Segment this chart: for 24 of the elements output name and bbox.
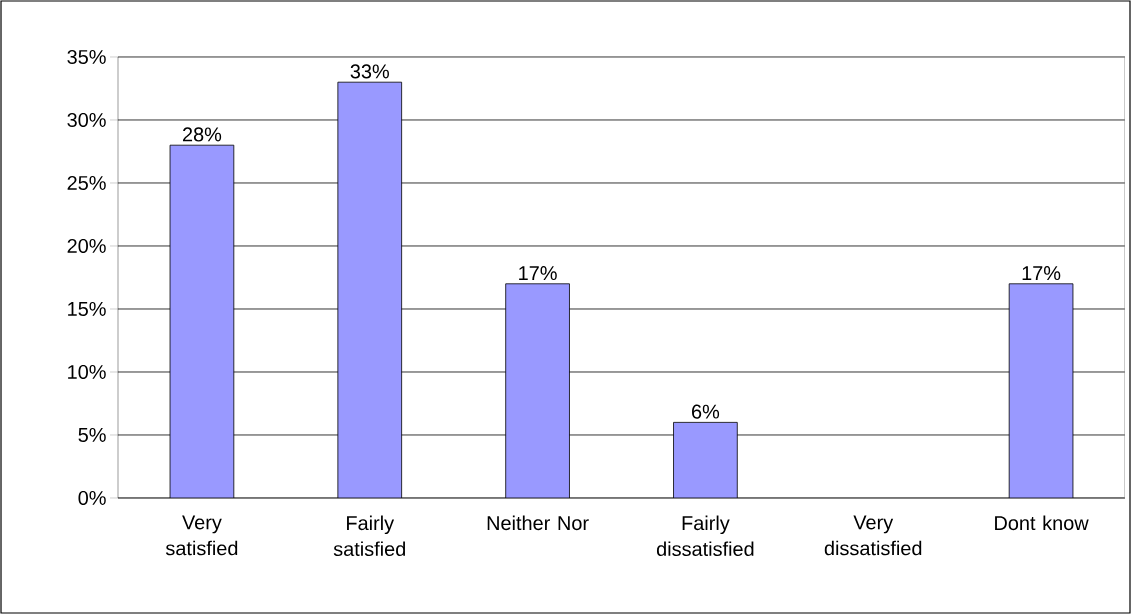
y-tick-label: 5% [78,427,106,442]
bar [673,421,738,498]
y-tick-label: 15% [68,301,106,316]
x-tick-label: Dont know [995,515,1089,531]
y-tick-label: 0% [78,490,106,506]
y-tick-label: 25% [67,175,106,191]
y-tick-label: 10% [68,364,106,380]
bar [169,144,235,498]
data-label: 17% [519,266,557,281]
x-tick-label: Fairly dissatisfied [656,515,754,557]
x-tick-label: Fairly satisfied [333,515,406,557]
data-label: 33% [350,64,389,79]
x-tick-label: Very dissatisfied [824,515,922,556]
bar [505,283,570,498]
data-label: 28% [182,127,222,142]
x-tick-label: Neither Nor [487,515,589,531]
y-tick-label: 35% [67,49,106,65]
data-label: 6% [692,404,720,419]
data-label: 17% [1022,266,1061,281]
bar [1008,283,1074,498]
bar [337,81,403,498]
x-tick-label: Very satisfied [165,515,238,556]
y-tick-label: 20% [67,238,106,254]
y-tick-label: 30% [67,112,106,128]
